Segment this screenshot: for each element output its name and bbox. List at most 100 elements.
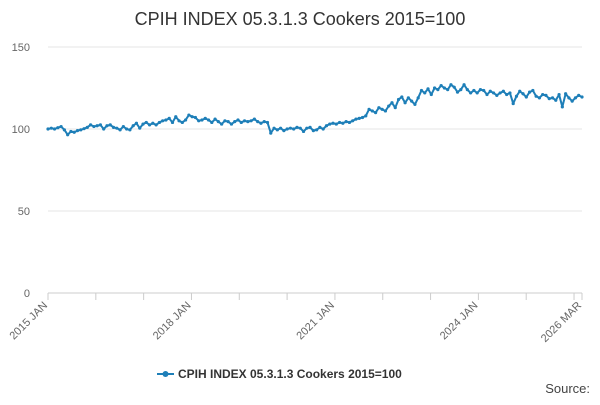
data-point[interactable] <box>573 96 578 100</box>
data-point[interactable] <box>570 99 574 103</box>
data-point[interactable] <box>305 126 309 130</box>
data-point[interactable] <box>374 111 378 115</box>
data-point[interactable] <box>190 115 194 119</box>
data-point[interactable] <box>475 91 479 95</box>
data-point[interactable] <box>85 125 89 129</box>
data-point[interactable] <box>272 126 276 130</box>
data-point[interactable] <box>220 122 224 126</box>
data-point[interactable] <box>49 126 53 130</box>
data-point[interactable] <box>108 123 112 127</box>
data-point[interactable] <box>449 83 453 87</box>
data-point[interactable] <box>229 122 234 126</box>
data-point[interactable] <box>82 127 86 131</box>
data-point[interactable] <box>102 127 106 131</box>
data-point[interactable] <box>380 107 384 111</box>
data-point[interactable] <box>459 88 463 92</box>
data-point[interactable] <box>167 116 171 120</box>
data-point[interactable] <box>534 94 538 98</box>
data-point[interactable] <box>69 129 73 134</box>
data-point[interactable] <box>351 119 355 123</box>
data-point[interactable] <box>259 121 263 125</box>
data-point[interactable] <box>347 120 351 125</box>
data-point[interactable] <box>403 101 407 105</box>
data-point[interactable] <box>144 120 148 125</box>
data-point[interactable] <box>344 120 348 124</box>
data-point[interactable] <box>491 91 496 95</box>
data-point[interactable] <box>560 105 564 109</box>
data-point[interactable] <box>56 126 60 130</box>
data-point[interactable] <box>298 126 302 130</box>
data-point[interactable] <box>203 116 207 120</box>
data-point[interactable] <box>432 86 437 90</box>
data-point[interactable] <box>354 117 358 121</box>
data-point[interactable] <box>557 92 561 97</box>
data-point[interactable] <box>242 119 247 123</box>
data-point[interactable] <box>370 109 374 113</box>
data-point[interactable] <box>223 119 227 123</box>
data-point[interactable] <box>210 120 214 125</box>
data-point[interactable] <box>393 106 397 110</box>
data-point[interactable] <box>121 124 125 129</box>
data-point[interactable] <box>252 117 256 121</box>
data-point[interactable] <box>328 122 332 126</box>
series-line-0[interactable] <box>47 83 583 136</box>
data-point[interactable] <box>275 128 279 132</box>
data-point[interactable] <box>465 88 469 92</box>
data-point[interactable] <box>157 120 161 125</box>
data-point[interactable] <box>488 89 492 93</box>
data-point[interactable] <box>236 118 240 122</box>
data-point[interactable] <box>66 133 70 137</box>
data-point[interactable] <box>426 87 430 91</box>
data-point[interactable] <box>206 118 211 122</box>
data-point[interactable] <box>269 131 273 135</box>
data-point[interactable] <box>564 92 568 96</box>
data-point[interactable] <box>357 116 361 120</box>
data-point[interactable] <box>92 124 96 129</box>
data-point[interactable] <box>321 127 325 131</box>
data-point[interactable] <box>429 92 433 97</box>
data-point[interactable] <box>377 106 381 110</box>
data-point[interactable] <box>383 109 388 113</box>
data-point[interactable] <box>246 120 250 124</box>
data-point[interactable] <box>505 92 509 97</box>
data-point[interactable] <box>501 89 505 93</box>
data-point[interactable] <box>105 124 109 128</box>
data-point[interactable] <box>226 120 230 124</box>
data-point[interactable] <box>511 101 515 106</box>
data-point[interactable] <box>550 96 555 100</box>
legend[interactable]: CPIH INDEX 05.3.1.3 Cookers 2015=100 <box>157 367 402 381</box>
data-point[interactable] <box>472 88 476 93</box>
data-point[interactable] <box>141 122 145 126</box>
data-point[interactable] <box>318 125 322 129</box>
data-point[interactable] <box>514 94 519 98</box>
data-point[interactable] <box>265 120 270 125</box>
data-point[interactable] <box>128 128 132 132</box>
data-point[interactable] <box>396 97 401 102</box>
data-point[interactable] <box>249 119 253 123</box>
data-point[interactable] <box>518 89 522 93</box>
data-point[interactable] <box>423 91 427 95</box>
data-point[interactable] <box>262 120 266 124</box>
data-point[interactable] <box>184 118 188 122</box>
data-point[interactable] <box>75 129 80 133</box>
data-point[interactable] <box>301 129 306 134</box>
data-point[interactable] <box>436 88 440 92</box>
data-point[interactable] <box>469 91 473 95</box>
data-point[interactable] <box>115 126 119 130</box>
data-point[interactable] <box>442 86 446 90</box>
data-point[interactable] <box>118 128 122 132</box>
data-point[interactable] <box>154 123 158 127</box>
data-point[interactable] <box>527 90 532 94</box>
data-point[interactable] <box>367 107 371 111</box>
data-point[interactable] <box>216 120 220 124</box>
data-point[interactable] <box>213 117 217 121</box>
data-point[interactable] <box>410 99 414 103</box>
data-point[interactable] <box>98 123 103 127</box>
data-point[interactable] <box>147 123 152 127</box>
data-point[interactable] <box>239 120 243 125</box>
data-point[interactable] <box>521 92 525 96</box>
data-point[interactable] <box>554 98 558 102</box>
data-point[interactable] <box>134 121 139 125</box>
data-point[interactable] <box>508 91 512 95</box>
data-point[interactable] <box>164 118 168 122</box>
